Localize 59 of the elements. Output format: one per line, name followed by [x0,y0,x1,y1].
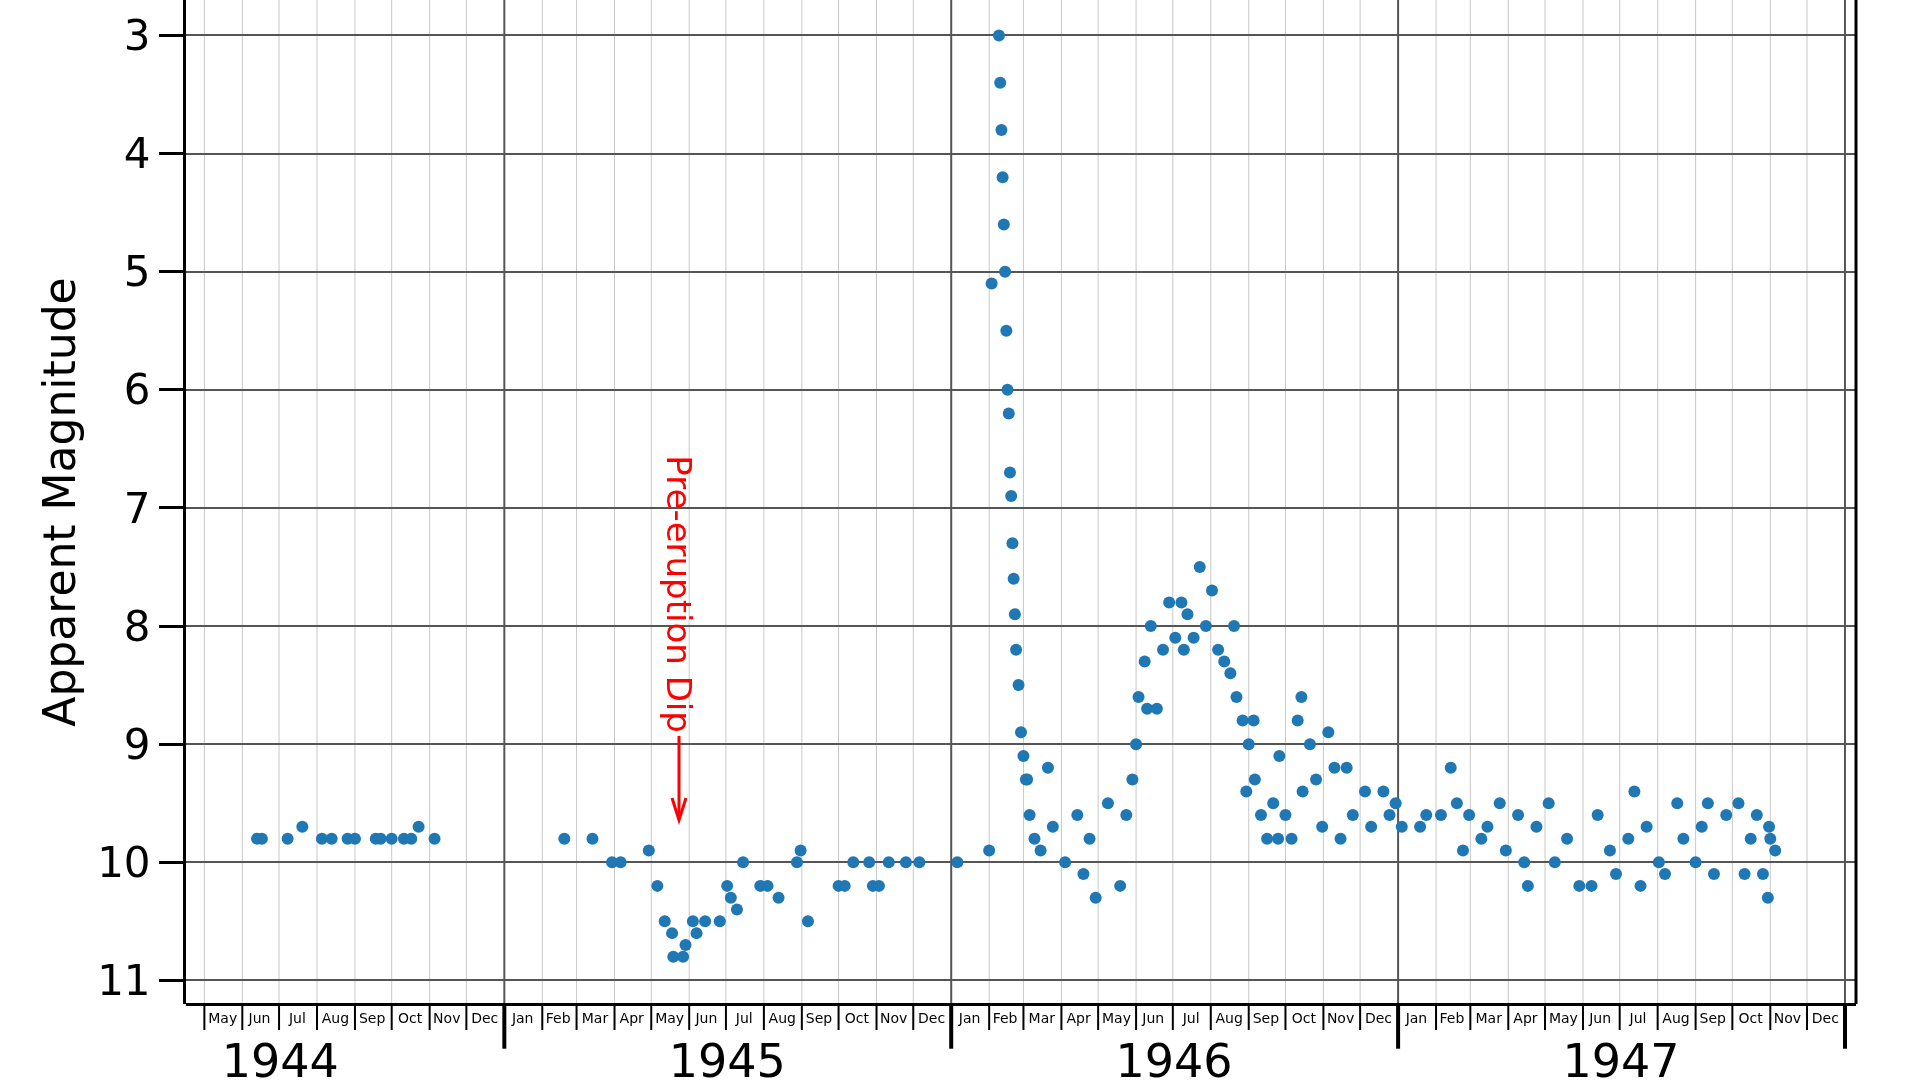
x-tick-label: Jul [1181,1009,1200,1026]
y-tick-label: 6 [123,365,151,415]
y-tick-label: 7 [123,483,151,533]
x-tick-label: Oct [397,1009,423,1026]
x-tick-label: Feb [545,1009,571,1026]
y-tick-label: 3 [123,11,151,61]
x-tick-label: Dec [918,1009,946,1026]
annotation: Pre-eruption Dip [658,455,699,733]
x-tick-label: Aug [321,1009,350,1026]
x-tick-label: Nov [1773,1009,1802,1026]
y-tick-label: 5 [123,247,151,297]
x-tick-label: Jun [694,1009,718,1026]
x-tick-label: Nov [1326,1009,1355,1026]
x-tick-label: Mar [581,1009,609,1026]
x2-tick-label: 1947 [1562,1034,1680,1080]
y-axis-title: Apparent Magnitude [34,277,86,727]
x-tick-label: May [1102,1009,1131,1026]
x-tick-label: Oct [1291,1009,1317,1026]
x-tick-label: Aug [768,1009,796,1026]
x-tick-label: Mar [1028,1009,1056,1026]
x-tick-label: Dec [471,1009,499,1026]
x-tick-label: Jun [1588,1009,1612,1026]
x-tick-label: Apr [619,1009,645,1026]
x-tick-label: Jan [957,1009,981,1026]
x-tick-label: May [208,1009,238,1026]
x-tick-label: Jan [510,1009,534,1026]
x-tick-label: Jun [247,1009,271,1026]
x-tick-label: Mar [1475,1009,1503,1026]
x-tick-label: Jan [1404,1009,1428,1026]
x-tick-label: Feb [1439,1009,1465,1026]
x2-tick-label: 1946 [1115,1034,1233,1080]
x-tick-label: Dec [1364,1009,1393,1026]
x-tick-label: Sep [805,1009,833,1026]
x-tick-label: May [1548,1009,1578,1026]
x-tick-label: Aug [1215,1009,1243,1026]
x-tick-label: Jul [287,1009,306,1026]
x-tick-label: Sep [1699,1009,1727,1026]
x-tick-label: Aug [1662,1009,1690,1026]
x-tick-label: Nov [433,1009,461,1026]
x2-tick-label: 1944 [221,1034,339,1080]
x-tick-label: Feb [992,1009,1018,1026]
y-tick-label: 9 [123,719,151,769]
y-tick-label: 11 [97,956,151,1006]
x-tick-label: Sep [1252,1009,1280,1026]
x-tick-label: Sep [358,1009,386,1026]
x-tick-label: Jul [734,1009,753,1026]
x-tick-label: Oct [844,1009,870,1026]
x-tick-label: Nov [880,1009,908,1026]
x-tick-label: Dec [1811,1009,1839,1026]
x2-tick-label: 1945 [668,1034,786,1080]
y-tick-label: 4 [123,129,151,179]
x-tick-label: Jul [1628,1009,1647,1026]
x-tick-label: Apr [1066,1009,1091,1026]
x-tick-label: May [655,1009,685,1026]
x-tick-label: Oct [1738,1009,1764,1026]
x-tick-label: Jun [1141,1009,1165,1026]
x-tick-label: Apr [1513,1009,1538,1026]
y-tick-label: 8 [123,601,151,651]
y-tick-label: 10 [97,837,151,887]
